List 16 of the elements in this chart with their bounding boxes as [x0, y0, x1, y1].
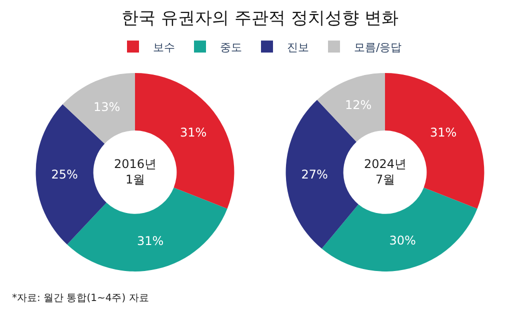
data-label: 31% — [180, 126, 207, 140]
data-label: 30% — [389, 233, 416, 248]
data-label: 13% — [93, 100, 120, 114]
data-label: 25% — [51, 167, 78, 182]
text: *자료: 월간 통합(1~4주) 자료 — [12, 293, 149, 304]
legend-label: 진보 — [287, 40, 309, 54]
legend-label: 중도 — [220, 40, 242, 54]
data-label: 27% — [301, 167, 328, 182]
slice-label: 2024년 7월 — [364, 157, 407, 187]
data-label: 31% — [430, 126, 457, 140]
slice-label: 2016년 1월 — [114, 157, 157, 187]
legend-label: 모름/응답 — [354, 40, 402, 54]
data-label: 31% — [137, 234, 164, 248]
chart-title: 한국 유권자의 주관적 정치성향 변화 — [122, 8, 398, 29]
legend-label: 보수 — [153, 40, 175, 54]
data-label: 12% — [344, 98, 372, 112]
